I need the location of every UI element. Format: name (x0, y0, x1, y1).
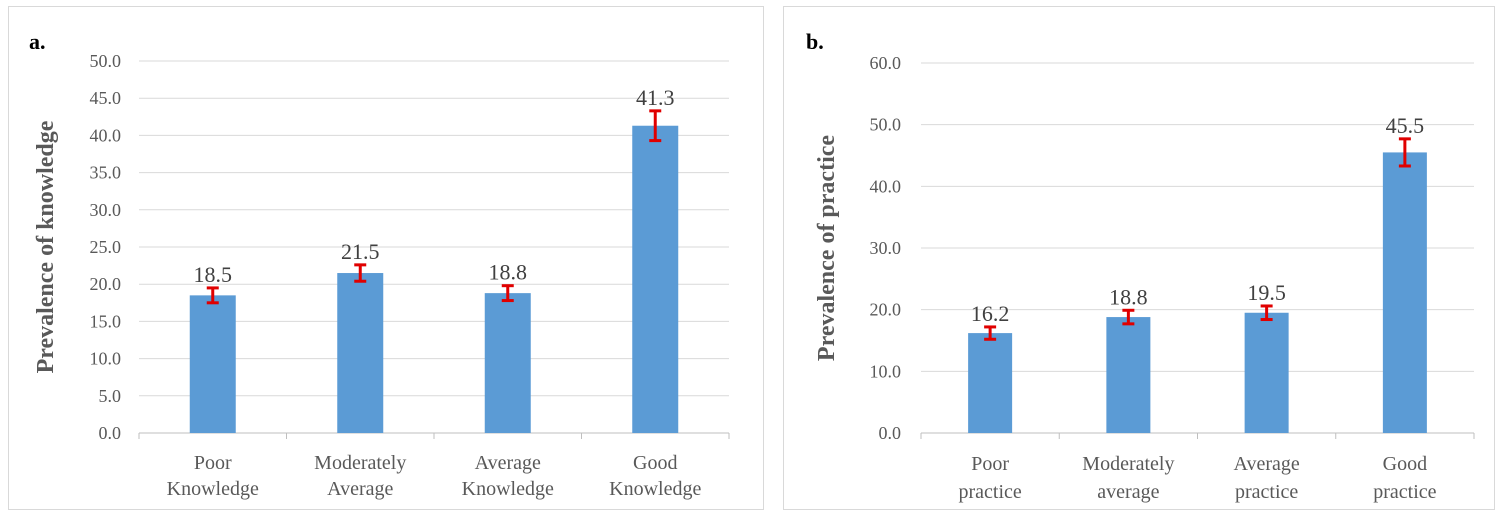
data-label: 18.8 (489, 260, 528, 285)
y-axis-title: Prevalence of knowledge (33, 120, 59, 373)
bar (1244, 312, 1289, 433)
category-label: Knowledge (609, 478, 701, 500)
category-label: Average (1234, 453, 1300, 475)
y-tick-label: 0.0 (879, 423, 902, 443)
y-tick-label: 15.0 (90, 311, 122, 331)
category-label: Knowledge (167, 478, 259, 500)
category-label: average (1097, 481, 1159, 503)
bar (632, 125, 679, 433)
y-tick-label: 60.0 (870, 53, 902, 73)
y-tick-label: 20.0 (90, 274, 122, 294)
y-tick-label: 25.0 (90, 237, 122, 257)
bar (1382, 152, 1427, 433)
category-label: Poor (971, 453, 1009, 475)
category-label: Moderately (314, 452, 406, 474)
y-tick-label: 20.0 (870, 300, 902, 320)
category-label: practice (1373, 481, 1436, 503)
bar (189, 295, 236, 433)
category-label: practice (958, 481, 1021, 503)
data-label: 16.2 (971, 301, 1010, 326)
data-label: 45.5 (1386, 113, 1425, 138)
knowledge-bar-chart: 0.0 5.0 10.0 15.0 20.0 25.0 30.0 35.0 40.0 45.0 50… (29, 29, 730, 500)
category-label: Moderately (1082, 453, 1174, 475)
data-label: 41.3 (636, 85, 675, 110)
y-tick-label: 0.0 (99, 423, 122, 443)
y-tick-label: 45.0 (90, 88, 122, 108)
category-label: Knowledge (462, 478, 554, 500)
panel-label: b. (806, 29, 824, 54)
data-label: 18.5 (194, 262, 233, 287)
y-tick-label: 10.0 (870, 361, 902, 381)
y-tick-label: 40.0 (870, 176, 902, 196)
data-label: 18.8 (1109, 284, 1148, 309)
practice-bar-chart: 0.0 10.0 20.0 30.0 40.0 50.0 60.0 16.2 Poor pract… (806, 29, 1475, 503)
y-tick-label: 50.0 (90, 51, 122, 71)
y-axis-title: Prevalence of practice (814, 135, 840, 361)
bar (337, 273, 384, 433)
bar (968, 333, 1013, 433)
chart-panel-a: 0.0 5.0 10.0 15.0 20.0 25.0 30.0 35.0 40.0 45.0 50… (8, 6, 764, 510)
y-tick-label: 10.0 (90, 349, 122, 369)
data-label: 21.5 (341, 239, 380, 264)
category-label: Good (633, 452, 677, 474)
bar (484, 293, 531, 433)
category-label: Average (327, 478, 393, 500)
bar (1106, 317, 1151, 433)
y-tick-label: 50.0 (870, 115, 902, 135)
y-tick-label: 40.0 (90, 125, 122, 145)
category-label: Average (475, 452, 541, 474)
category-label: Good (1383, 453, 1427, 475)
category-label: practice (1235, 481, 1298, 503)
y-tick-label: 35.0 (90, 163, 122, 183)
data-label: 19.5 (1247, 280, 1286, 305)
panel-label: a. (29, 29, 46, 54)
chart-panel-b: 0.0 10.0 20.0 30.0 40.0 50.0 60.0 16.2 Poor pract… (783, 6, 1495, 510)
category-label: Poor (194, 452, 232, 474)
y-tick-label: 5.0 (99, 386, 122, 406)
y-tick-label: 30.0 (870, 238, 902, 258)
y-tick-label: 30.0 (90, 200, 122, 220)
